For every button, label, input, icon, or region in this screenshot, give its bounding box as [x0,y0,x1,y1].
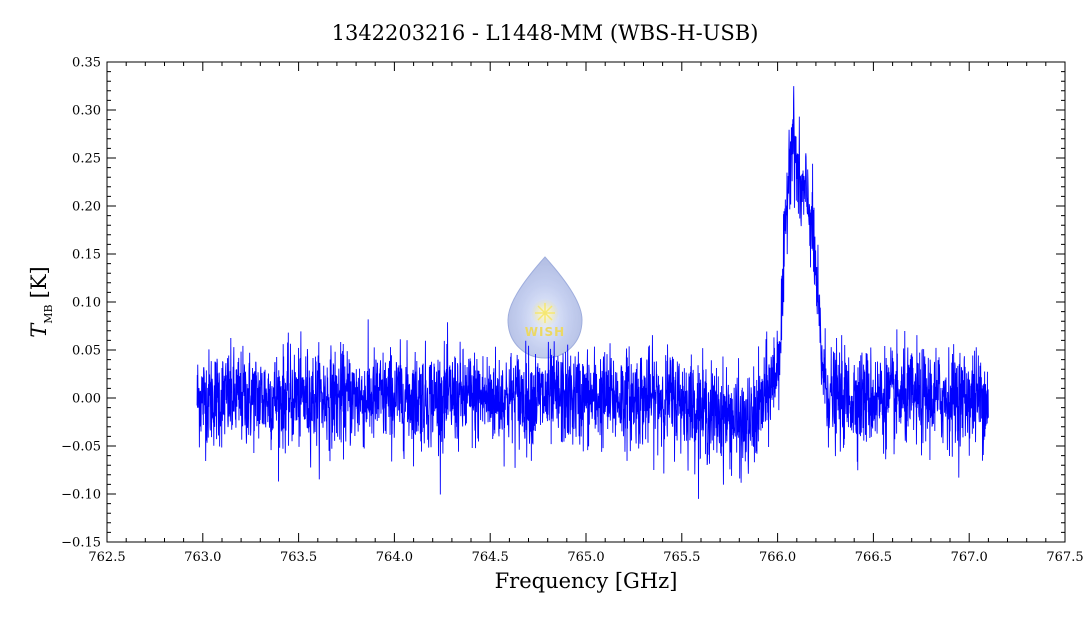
y-tick-label: 0.15 [72,248,101,263]
y-tick-label: −0.05 [61,440,101,455]
x-tick-label: 767.0 [951,550,988,565]
y-tick-labels: −0.15 −0.10 −0.05 0.00 0.05 0.10 0.15 0.20 0.25 0… [61,56,101,551]
x-tick-label: 763.5 [280,550,317,565]
logo-text: WISH [525,325,565,339]
y-tick-label: 0.00 [72,392,101,407]
y-tick-label: 0.05 [72,344,101,359]
y-axis-label-unit: [K] [27,266,51,298]
y-axis-label-subscript: MB [42,304,55,323]
y-tick-label: 0.30 [72,104,101,119]
x-tick-label: 767.5 [1046,550,1083,565]
y-tick-label: 0.20 [72,200,101,215]
x-tick-label: 765.0 [567,550,604,565]
tick-marks [106,61,1066,543]
x-tick-label: 763.0 [184,550,221,565]
wish-logo: WISH [507,256,583,359]
y-tick-label: 0.25 [72,152,101,167]
x-tick-label: 762.5 [88,550,125,565]
x-tick-label: 764.0 [376,550,413,565]
y-tick-label: 0.10 [72,296,101,311]
y-tick-label: −0.10 [61,488,101,503]
y-axis-label: TMB [K] [27,266,55,337]
y-tick-label: 0.35 [72,56,101,71]
x-tick-label: 766.0 [759,550,796,565]
x-tick-label: 766.5 [855,550,892,565]
plot-frame [106,61,1066,543]
x-tick-labels: 762.5 763.0 763.5 764.0 764.5 765.0 765.5 766.0… [88,550,1083,565]
y-axis-label-symbol: T [27,322,51,338]
x-tick-label: 764.5 [472,550,509,565]
spectrum-series-line [196,86,989,499]
svg-text:TMB[K]: TMB [K] [27,266,55,337]
star-icon [535,303,555,323]
x-axis-label: Frequency [GHz] [495,569,678,593]
chart-title: 1342203216 - L1448-MM (WBS-H-USB) [332,21,759,45]
y-tick-label: −0.15 [61,536,101,551]
axis-ticks [106,61,1066,543]
x-tick-label: 765.5 [663,550,700,565]
